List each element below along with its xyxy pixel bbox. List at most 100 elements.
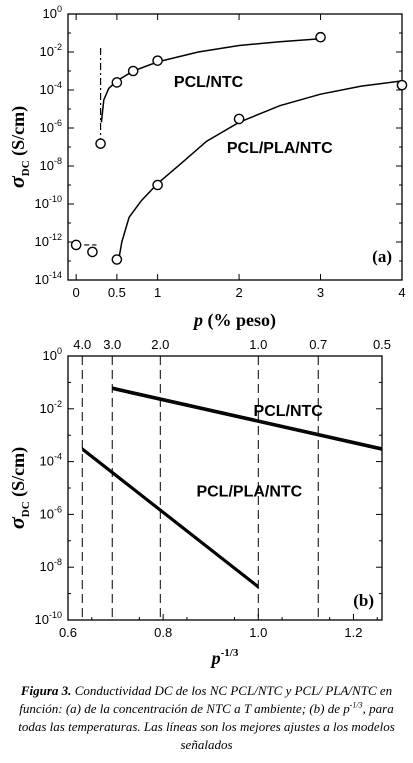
x-tick-label: 0.5 xyxy=(108,285,126,300)
x-tick-label: 1.2 xyxy=(344,625,362,640)
fit-line-series-1 xyxy=(112,388,383,451)
fit-line-series-2 xyxy=(81,448,259,588)
y-tick-label: 10-2 xyxy=(40,42,62,59)
series-label: PCL/PLA/NTC xyxy=(196,484,302,501)
figure-caption: Figura 3. Conductividad DC de los NC PCL… xyxy=(6,682,407,754)
y-tick-label: 10-4 xyxy=(40,80,62,97)
y-axis-title: σDC (S/cm) xyxy=(4,447,32,529)
x-axis-title: p (% peso) xyxy=(192,310,276,331)
y-tick-label-base: 10 xyxy=(40,120,54,135)
fit-curve-1 xyxy=(100,37,321,123)
y-tick-label-exp: -12 xyxy=(49,232,62,242)
y-axis-title-sub: DC xyxy=(20,160,32,176)
series-label: PCL/PLA/NTC xyxy=(227,140,333,157)
x-tick-label: 4 xyxy=(398,285,405,300)
top-tick-label: 3.0 xyxy=(103,337,121,352)
x-axis-title: p-1/3 xyxy=(210,647,239,668)
y-tick-label-exp: -8 xyxy=(54,156,62,166)
fit-line-series-2 xyxy=(81,447,259,587)
y-tick-label-base: 10 xyxy=(35,612,49,627)
data-point-series-2 xyxy=(233,113,245,125)
data-point-series-2 xyxy=(396,79,408,91)
panel-label: (b) xyxy=(353,591,374,610)
y-tick-label-exp: -8 xyxy=(54,557,62,567)
x-tick-label: 0.6 xyxy=(59,625,77,640)
y-tick-label: 10-8 xyxy=(40,156,62,173)
y-axis-title-text: (S/cm) xyxy=(8,106,29,160)
series-label: PCL/NTC xyxy=(254,403,324,420)
y-tick-label: 100 xyxy=(43,346,62,363)
y-tick-label-base: 10 xyxy=(40,82,54,97)
top-tick-label: 0.7 xyxy=(309,337,327,352)
data-point-series-2 xyxy=(152,179,163,191)
y-tick-label-base: 10 xyxy=(43,6,57,21)
y-tick-label: 10-4 xyxy=(40,452,62,469)
x-tick-label: 2 xyxy=(235,285,242,300)
x-tick-label: 1.0 xyxy=(249,625,267,640)
x-axis-title-symbol: p xyxy=(192,310,203,330)
y-tick-label-exp: -6 xyxy=(54,504,62,514)
x-tick-label: 0 xyxy=(73,285,80,300)
y-tick-label: 10-10 xyxy=(35,610,62,627)
caption-text-1: Conductividad DC de los NC PCL/NTC y PCL… xyxy=(19,683,393,716)
top-tick-label: 2.0 xyxy=(151,337,169,352)
fit-line-series-1 xyxy=(112,387,383,450)
top-tick-label: 4.0 xyxy=(73,337,91,352)
data-point-series-2 xyxy=(111,254,123,265)
caption-label: Figura 3. xyxy=(20,683,72,698)
y-tick-label-base: 10 xyxy=(35,234,49,249)
caption-sup: -1/3 xyxy=(349,700,363,710)
x-axis-title-exp: -1/3 xyxy=(221,647,239,659)
data-point-series-1 xyxy=(87,246,98,258)
x-tick-label: 3 xyxy=(317,285,324,300)
y-tick-label-base: 10 xyxy=(40,158,54,173)
y-tick-label-exp: -4 xyxy=(54,452,62,462)
y-tick-label-exp: -10 xyxy=(49,610,62,620)
caption-text-2: , para todas las temperaturas. Las línea… xyxy=(18,701,395,752)
y-tick-label-exp: -6 xyxy=(54,118,62,128)
y-tick-label-exp: -10 xyxy=(49,194,62,204)
y-axis-title-symbol: σ xyxy=(4,175,29,188)
y-tick-label-exp: -4 xyxy=(54,80,62,90)
y-tick-label-exp: 0 xyxy=(57,4,62,14)
y-tick-label: 100 xyxy=(43,4,62,21)
y-tick-label-exp: -14 xyxy=(49,270,62,280)
y-tick-label-base: 10 xyxy=(40,506,54,521)
y-tick-label-base: 10 xyxy=(40,44,54,59)
y-tick-label-base: 10 xyxy=(40,559,54,574)
y-tick-label: 10-10 xyxy=(35,194,62,211)
y-tick-label-base: 10 xyxy=(35,272,49,287)
y-tick-label-base: 10 xyxy=(40,401,54,416)
series-label: PCL/NTC xyxy=(174,74,244,91)
x-tick-label: 1 xyxy=(154,285,161,300)
x-axis-title-text: (% peso) xyxy=(203,310,276,331)
y-tick-label-exp: 0 xyxy=(57,346,62,356)
y-tick-label-base: 10 xyxy=(40,454,54,469)
y-tick-label: 10-6 xyxy=(40,504,62,521)
fit-line-series-1 xyxy=(112,386,383,449)
y-tick-label-base: 10 xyxy=(43,348,57,363)
y-axis-title-symbol: σ xyxy=(4,516,29,529)
data-point-series-1 xyxy=(70,239,82,251)
data-point-series-1 xyxy=(127,65,139,77)
data-point-series-1 xyxy=(95,138,106,149)
x-tick-label: 0.8 xyxy=(154,625,172,640)
y-tick-label-exp: -2 xyxy=(54,399,62,409)
data-point-series-1 xyxy=(111,77,123,88)
y-axis-title-sub: DC xyxy=(20,501,32,517)
top-tick-label: 0.5 xyxy=(373,337,391,352)
data-point-series-1 xyxy=(315,31,326,43)
y-tick-label: 10-8 xyxy=(40,557,62,574)
y-tick-label: 10-12 xyxy=(35,232,62,249)
fit-line-series-2 xyxy=(81,449,259,589)
y-tick-label-exp: -2 xyxy=(54,42,62,52)
y-axis-title: σDC (S/cm) xyxy=(4,106,32,188)
y-axis-title-text: (S/cm) xyxy=(8,447,29,501)
panel-label: (a) xyxy=(372,247,392,266)
fit-curve-2 xyxy=(117,80,403,262)
y-tick-label: 10-6 xyxy=(40,118,62,135)
y-tick-label: 10-2 xyxy=(40,399,62,416)
